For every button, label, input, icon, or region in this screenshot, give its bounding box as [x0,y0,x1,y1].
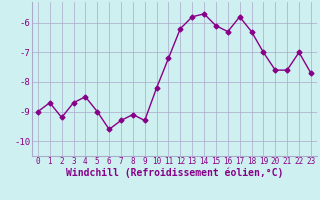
X-axis label: Windchill (Refroidissement éolien,°C): Windchill (Refroidissement éolien,°C) [66,168,283,178]
